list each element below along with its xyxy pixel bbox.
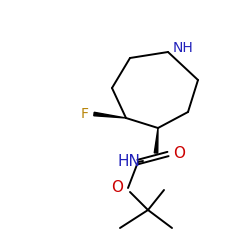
Text: NH: NH	[173, 41, 194, 55]
Polygon shape	[94, 112, 126, 118]
Text: HN: HN	[117, 154, 140, 168]
Text: O: O	[111, 180, 123, 196]
Text: F: F	[81, 107, 89, 121]
Text: O: O	[173, 146, 185, 160]
Polygon shape	[154, 128, 158, 153]
